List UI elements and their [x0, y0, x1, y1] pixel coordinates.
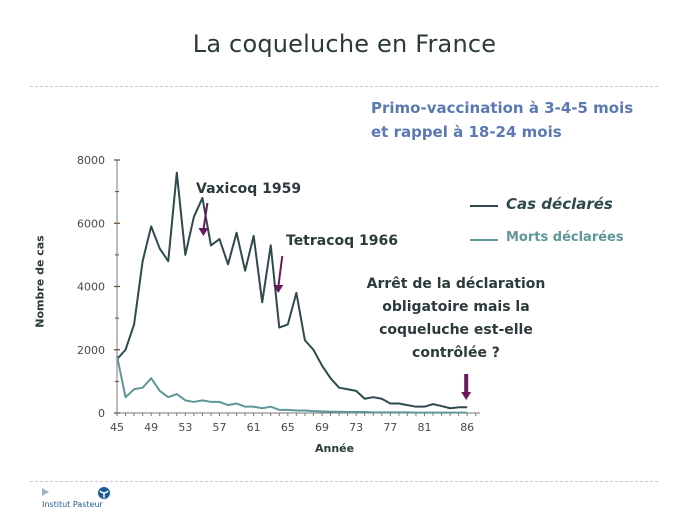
note-line-2: obligatoire mais la — [382, 299, 530, 315]
x-tick-label-61: 61 — [247, 421, 261, 434]
series-line-cases — [116, 171, 468, 410]
x-tick-label-49: 49 — [144, 421, 158, 434]
institut-pasteur-logo — [42, 485, 112, 504]
note-line-3: coqueluche est-elle — [379, 322, 533, 338]
tetracoq-arrow-shaft — [277, 255, 284, 288]
x-tick-label-65: 65 — [281, 421, 295, 434]
x-tick-label-86: 86 — [460, 421, 474, 434]
end-arrow-head — [461, 392, 472, 400]
x-axis-label: Année — [315, 442, 355, 455]
vaxicoq-arrow-head — [198, 228, 209, 236]
legend-deaths-label: Morts déclarées — [506, 230, 624, 245]
y-tick-label-4000: 4000 — [77, 281, 105, 294]
y-tick-label-6000: 6000 — [77, 217, 105, 230]
annotation-tetracoq: Tetracoq 1966 — [286, 233, 399, 249]
x-tick-label-57: 57 — [212, 421, 226, 434]
x-tick-label-45: 45 — [110, 421, 124, 434]
tetracoq-arrow-head — [273, 285, 284, 293]
conclusion-note: Arrêt de la déclaration obligatoire mais… — [356, 273, 556, 365]
vaxicoq-arrow-shaft — [202, 202, 209, 231]
y-axis-label: Nombre de cas — [33, 235, 47, 328]
x-tick-label-73: 73 — [349, 421, 363, 434]
note-line-1: Arrêt de la déclaration — [366, 276, 546, 292]
x-tick-label-77: 77 — [383, 421, 397, 434]
vaccination-line-1: Primo-vaccination à 3-4-5 mois — [371, 99, 634, 117]
legend-cases-label: Cas déclarés — [506, 195, 613, 213]
vaccination-line-2: et rappel à 18-24 mois — [371, 123, 562, 141]
y-tick-label-0: 0 — [98, 407, 105, 420]
y-tick-label-8000: 8000 — [77, 154, 105, 167]
series-line-deaths — [116, 355, 468, 414]
page-title: La coqueluche en France — [192, 30, 497, 58]
top-divider — [30, 86, 658, 87]
legend-cases-swatch — [470, 205, 498, 207]
x-tick-label-81: 81 — [417, 421, 431, 434]
bottom-divider — [30, 481, 658, 482]
y-tick-label-2000: 2000 — [77, 344, 105, 357]
x-tick-label-69: 69 — [315, 421, 329, 434]
annotation-vaxicoq: Vaxicoq 1959 — [196, 181, 302, 197]
legend-deaths-swatch — [470, 239, 498, 241]
footer-label: Institut Pasteur — [42, 500, 103, 509]
x-tick-label-53: 53 — [178, 421, 192, 434]
vaccination-note: Primo-vaccination à 3-4-5 mois et rappel… — [371, 96, 633, 144]
note-line-4: contrôlée ? — [412, 345, 500, 361]
